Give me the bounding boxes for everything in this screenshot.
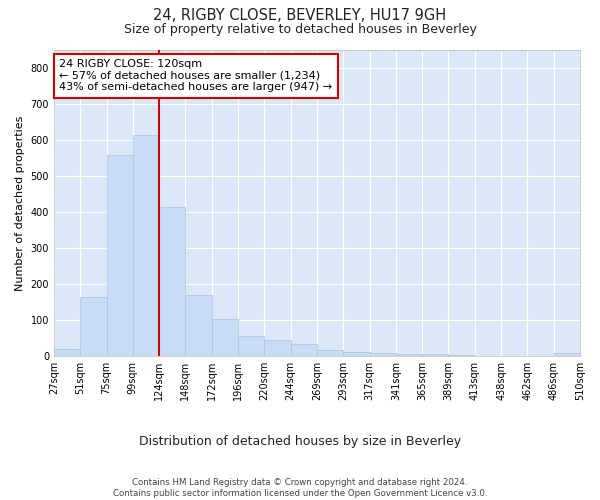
Bar	[554, 353, 580, 356]
Bar	[343, 352, 370, 356]
Bar	[396, 354, 422, 356]
Y-axis label: Number of detached properties: Number of detached properties	[15, 115, 25, 290]
Text: Size of property relative to detached houses in Beverley: Size of property relative to detached ho…	[124, 22, 476, 36]
Bar	[212, 318, 238, 356]
Bar	[265, 340, 290, 356]
Bar	[422, 354, 448, 356]
Bar	[54, 348, 80, 356]
Bar	[238, 336, 265, 356]
Text: Contains HM Land Registry data © Crown copyright and database right 2024.
Contai: Contains HM Land Registry data © Crown c…	[113, 478, 487, 498]
Bar	[133, 134, 159, 356]
Text: 24, RIGBY CLOSE, BEVERLEY, HU17 9GH: 24, RIGBY CLOSE, BEVERLEY, HU17 9GH	[154, 8, 446, 22]
Bar	[290, 344, 317, 356]
Text: 24 RIGBY CLOSE: 120sqm
← 57% of detached houses are smaller (1,234)
43% of semi-: 24 RIGBY CLOSE: 120sqm ← 57% of detached…	[59, 59, 332, 92]
Bar	[185, 295, 212, 356]
Bar	[317, 350, 343, 356]
Bar	[370, 353, 396, 356]
Bar	[159, 207, 185, 356]
Bar	[80, 297, 107, 356]
Text: Distribution of detached houses by size in Beverley: Distribution of detached houses by size …	[139, 435, 461, 448]
Bar	[107, 155, 133, 356]
